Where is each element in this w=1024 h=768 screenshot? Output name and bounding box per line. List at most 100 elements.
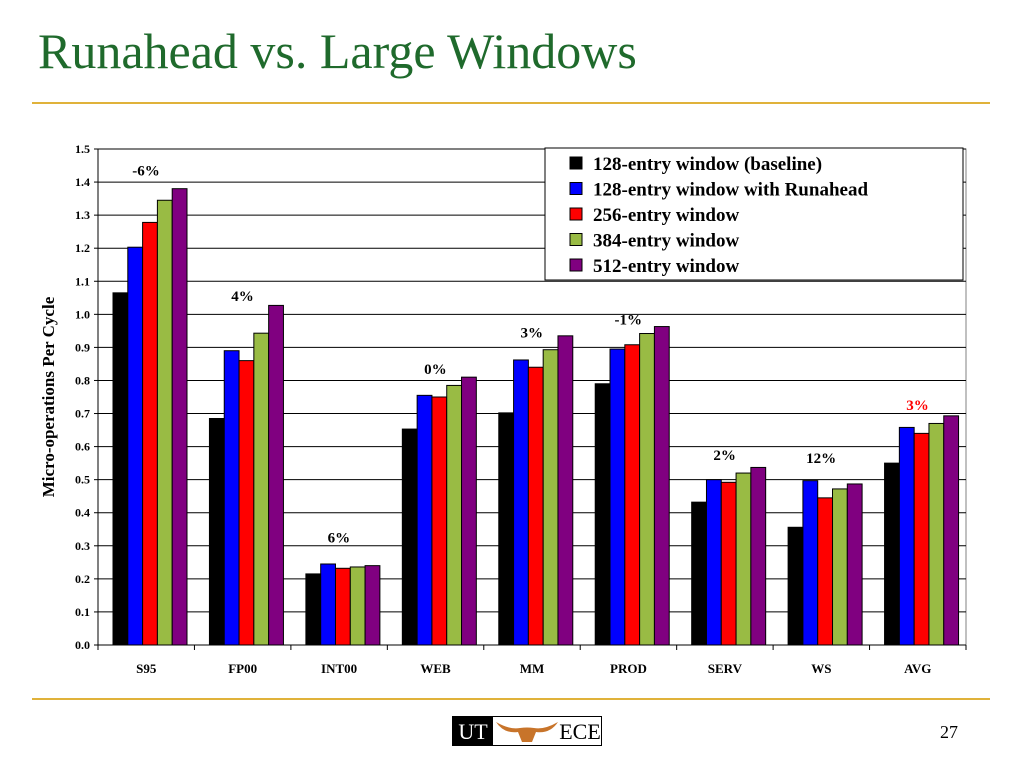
y-tick-label: 0.7 [75,407,90,421]
y-tick-label: 1.3 [75,208,90,222]
y-tick-label: 0.6 [75,440,90,454]
bar-mm-1 [513,359,529,646]
x-tick-label: FP00 [228,661,257,676]
annotation-serv: 2% [713,448,736,464]
bar-ws-3 [832,488,848,646]
bar-web-2 [431,396,448,646]
bar-web-4 [461,376,477,646]
annotation-int00: 6% [328,530,351,546]
bar-serv-0 [691,501,707,646]
legend [544,147,964,281]
bar-mm-2 [527,366,544,646]
x-tick-label: PROD [610,661,647,676]
legend-label: 256-entry window [593,205,739,226]
bar-int00-2 [334,567,351,646]
x-tick-label: INT00 [321,661,357,676]
bar-prod-0 [594,383,611,646]
bar-avg-2 [913,432,930,646]
bar-ws-2 [817,497,834,646]
x-tick-label: AVG [904,661,931,676]
bar-mm-3 [542,349,559,646]
annotation-fp00: 4% [231,289,254,305]
bar-ws-0 [787,526,804,646]
title-divider [32,102,990,104]
x-tick-label: MM [520,661,545,676]
bar-prod-1 [609,348,626,646]
bar-serv-4 [750,466,767,646]
bar-avg-0 [884,462,900,646]
y-tick-label: 0.4 [75,506,90,520]
bar-s95-3 [156,199,173,646]
y-tick-label: 0.1 [75,605,90,619]
legend-swatch [569,233,583,246]
legend-swatch [569,258,583,272]
bar-fp00-1 [223,350,240,646]
longhorn-icon [496,722,558,742]
bar-fp00-4 [268,304,284,646]
legend-label: 512-entry window [593,256,739,277]
bar-int00-3 [349,566,366,646]
bar-ws-1 [802,480,819,646]
y-tick-label: 0.3 [75,539,90,553]
y-tick-label: 0.8 [75,373,90,387]
bar-prod-4 [653,326,670,646]
bar-int00-4 [364,565,381,646]
bar-s95-4 [171,188,188,646]
annotation-avg: 3% [906,398,929,414]
annotation-s95: -6% [132,163,160,179]
y-tick-label: 0.5 [75,473,90,487]
logo-right-text: ECE [559,719,601,744]
footer-divider [32,698,990,700]
legend-swatch [569,156,583,170]
bar-avg-4 [943,415,960,646]
y-axis-label: Micro-operations Per Cycle [39,296,58,497]
x-tick-label: S95 [136,661,157,676]
annotation-mm: 3% [521,325,544,341]
x-tick-label: WEB [420,661,451,676]
y-tick-label: 1.0 [75,307,90,321]
bar-int00-0 [305,573,322,646]
bar-mm-4 [557,335,574,646]
bar-web-1 [416,394,433,646]
annotation-ws: 12% [806,451,836,467]
y-tick-label: 1.5 [75,142,90,156]
legend-swatch [569,207,583,221]
annotation-prod: -1% [614,312,642,328]
bar-prod-2 [624,344,641,646]
bar-fp00-3 [253,332,270,646]
y-tick-label: 0.9 [75,340,90,354]
bar-avg-1 [898,426,915,646]
bar-fp00-0 [208,417,225,646]
slide-number: 27 [940,722,958,742]
slide-title: Runahead vs. Large Windows [38,23,637,79]
bar-serv-1 [705,479,722,646]
bar-serv-2 [720,481,737,646]
bar-mm-0 [498,412,515,646]
x-tick-label: WS [811,661,831,676]
bar-s95-1 [127,246,144,646]
x-tick-label: SERV [708,661,743,676]
annotation-web: 0% [424,362,447,378]
bar-ws-4 [846,483,863,646]
bar-prod-3 [639,333,655,646]
bar-s95-2 [142,221,158,646]
bar-serv-3 [735,472,752,646]
bar-web-0 [401,428,418,646]
y-tick-label: 1.4 [75,175,90,189]
bar-int00-1 [320,563,336,646]
ut-ece-logo: UT ECE [452,716,602,746]
bar-fp00-2 [238,360,255,646]
bar-avg-3 [928,422,945,646]
legend-swatch [569,182,583,195]
y-tick-label: 0.2 [75,572,90,586]
legend-label: 128-entry window with Runahead [593,180,868,201]
legend-label: 384-entry window [593,231,739,252]
legend-label: 128-entry window (baseline) [593,154,822,175]
bar-web-3 [446,384,463,646]
y-tick-label: 0.0 [75,638,90,652]
y-tick-label: 1.2 [75,241,90,255]
y-tick-label: 1.1 [75,274,90,288]
bar-s95-0 [112,292,129,646]
logo-left-text: UT [458,719,488,744]
